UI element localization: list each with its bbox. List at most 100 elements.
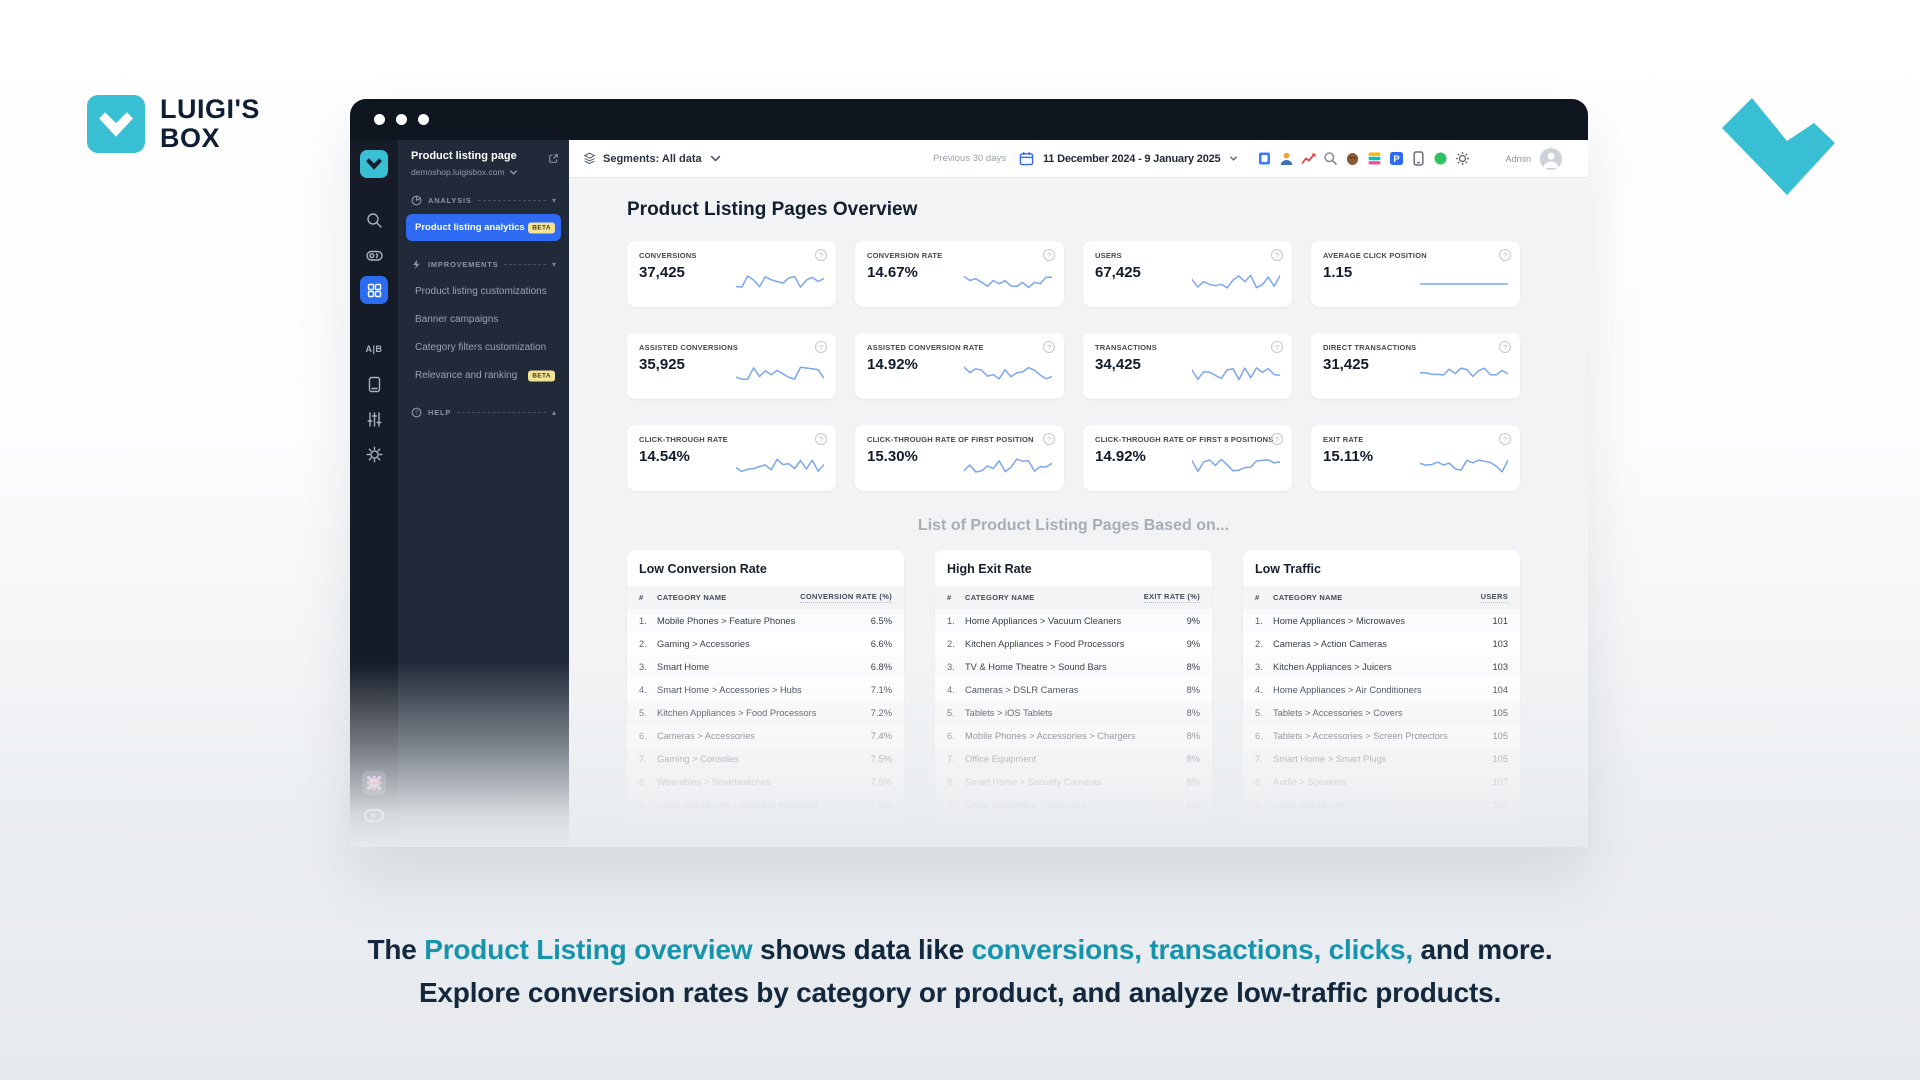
row-category: Kitchen Appliances > Juicers (1273, 661, 1392, 672)
clipboard-icon[interactable] (1257, 151, 1272, 166)
chart-up-icon[interactable] (1301, 151, 1316, 166)
sidebar-item-product-listing-customizations[interactable]: Product listing customizations (415, 286, 547, 297)
help-icon[interactable]: ? (1499, 341, 1511, 353)
table-row[interactable]: 2. Kitchen Appliances > Food Processors … (935, 632, 1212, 655)
ab-test-icon[interactable]: A|B (365, 344, 383, 354)
row-value: 103 (1492, 661, 1508, 672)
section-header-help[interactable]: ? HELP ▴ (406, 407, 561, 418)
sidebar-item-relevance-and-ranking[interactable]: Relevance and ranking BETA (406, 362, 561, 389)
project-domain-select[interactable]: demoshop.luigisbox.com (411, 167, 556, 177)
uk-flag-language-icon[interactable] (362, 771, 386, 795)
caption-text: shows data like (752, 934, 972, 965)
table-row[interactable]: 3. Smart Home 6.8% (627, 655, 904, 678)
table-row[interactable]: 4. Smart Home > Accessories > Hubs 7.1% (627, 678, 904, 701)
row-value: 8% (1186, 822, 1200, 833)
table-row[interactable]: 8. Audio > Speakers 107 (1243, 770, 1520, 793)
table-row[interactable]: 4. Cameras > DSLR Cameras 8% (935, 678, 1212, 701)
table-row[interactable]: 1. Mobile Phones > Feature Phones 6.5% (627, 609, 904, 632)
product-listing-grid-icon[interactable] (360, 276, 388, 304)
help-icon[interactable]: ? (1499, 433, 1511, 445)
help-icon[interactable]: ? (815, 249, 827, 261)
avatar[interactable] (1540, 147, 1562, 170)
table-row[interactable]: 10. Mobile Phones 8% (935, 816, 1212, 839)
green-status-icon[interactable] (1433, 151, 1448, 166)
settings-gear-icon[interactable] (360, 440, 388, 468)
table-row[interactable]: 8. Wearables > Smartwatches 7.5% (627, 770, 904, 793)
value-column-header[interactable]: USERS (1480, 592, 1508, 603)
section-header-analysis[interactable]: ANALYSIS ▾ (406, 195, 561, 206)
table-row[interactable]: 4. Home Appliances > Air Conditioners 10… (1243, 678, 1520, 701)
sidebar-item-banner-campaigns[interactable]: Banner campaigns (415, 314, 499, 325)
row-category: Home Appliances > Microwaves (1273, 615, 1406, 626)
help-icon[interactable]: ? (1043, 433, 1055, 445)
calendar-icon[interactable] (1019, 151, 1034, 166)
help-icon[interactable]: ? (1043, 341, 1055, 353)
table-row[interactable]: 10. Tablets 7.8% (627, 816, 904, 839)
table-row[interactable]: 5. Kitchen Appliances > Food Processors … (627, 701, 904, 724)
help-icon[interactable]: ? (1271, 341, 1283, 353)
mascot-icon[interactable] (1345, 151, 1360, 166)
window-minimize-button[interactable] (396, 114, 407, 125)
sidebar-item-product-listing-analytics[interactable]: Product listing analytics BETA (406, 214, 561, 241)
elastic-icon[interactable] (1367, 151, 1382, 166)
tablet-icon[interactable] (1411, 151, 1426, 166)
table-row[interactable]: 7. Smart Home > Smart Plugs 105 (1243, 747, 1520, 770)
table-row[interactable]: 6. Tablets > Accessories > Screen Protec… (1243, 724, 1520, 747)
chevron-down-icon (509, 169, 517, 175)
status-toggle-icon[interactable] (364, 809, 384, 827)
help-icon[interactable]: ? (1043, 249, 1055, 261)
sidebar-item-category-filters-customization[interactable]: Category filters customization (415, 342, 547, 353)
table-row[interactable]: 3. TV & Home Theatre > Sound Bars 8% (935, 655, 1212, 678)
row-category: Mobile Phones (965, 822, 1027, 833)
row-rank: 7. (1255, 753, 1263, 764)
external-link-icon[interactable] (548, 151, 559, 169)
table-title: Low Traffic (1255, 562, 1321, 576)
sliders-icon[interactable] (360, 405, 388, 433)
help-icon[interactable]: ? (1499, 249, 1511, 261)
row-rank: 7. (947, 753, 955, 764)
window-close-button[interactable] (374, 114, 385, 125)
value-column-header[interactable]: CONVERSION RATE (%) (800, 592, 892, 603)
search-icon[interactable] (360, 206, 388, 234)
project-title: Product listing page (411, 150, 517, 162)
p-badge-icon[interactable]: P (1389, 151, 1404, 166)
table-row[interactable]: 3. Kitchen Appliances > Juicers 103 (1243, 655, 1520, 678)
luigisbox-app-logo-icon[interactable] (360, 150, 388, 178)
table-row[interactable]: 9. Office Equipment > Scanners 8% (935, 793, 1212, 816)
date-range-picker[interactable]: 11 December 2024 - 9 January 2025 (1043, 152, 1221, 165)
help-icon[interactable]: ? (1271, 433, 1283, 445)
date-shortcut[interactable]: Previous 30 days (933, 153, 1006, 164)
table-row[interactable]: 6. Cameras > Accessories 7.4% (627, 724, 904, 747)
sparkline-chart (963, 362, 1053, 389)
value-column-header[interactable]: EXIT RATE (%) (1143, 592, 1200, 603)
help-icon[interactable]: ? (1271, 249, 1283, 261)
table-row[interactable]: 2. Cameras > Action Cameras 103 (1243, 632, 1520, 655)
window-maximize-button[interactable] (418, 114, 429, 125)
magnifier-icon[interactable] (1323, 151, 1338, 166)
table-row[interactable]: 8. Smart Home > Security Cameras 8% (935, 770, 1212, 793)
settings-icon[interactable] (1455, 151, 1470, 166)
help-icon[interactable]: ? (815, 341, 827, 353)
autocomplete-switch-icon[interactable] (360, 241, 388, 269)
table-row[interactable]: 2. Gaming > Accessories 6.6% (627, 632, 904, 655)
kpi-label: CONVERSION RATE (867, 251, 943, 260)
table-row[interactable]: 6. Mobile Phones > Accessories > Charger… (935, 724, 1212, 747)
table-row[interactable]: 7. Office Equipment 8% (935, 747, 1212, 770)
user-icon[interactable] (1279, 151, 1294, 166)
help-icon[interactable]: ? (815, 433, 827, 445)
table-row[interactable]: 9. Home Appliances 108 (1243, 793, 1520, 816)
table-row[interactable]: 10. Audio > Home Audio Systems 111 (1243, 816, 1520, 839)
sparkline-chart (1191, 454, 1281, 481)
svg-text:P: P (1394, 154, 1401, 165)
table-row[interactable]: 1. Home Appliances > Microwaves 101 (1243, 609, 1520, 632)
table-row[interactable]: 1. Home Appliances > Vacuum Cleaners 9% (935, 609, 1212, 632)
catalog-icon[interactable] (360, 370, 388, 398)
row-category: Cameras > DSLR Cameras (965, 684, 1079, 695)
table-row[interactable]: 5. Tablets > iOS Tablets 8% (935, 701, 1212, 724)
table-row[interactable]: 9. Home Appliances > Washing Machines 7.… (627, 793, 904, 816)
table-row[interactable]: 7. Gaming > Consoles 7.5% (627, 747, 904, 770)
table-row[interactable]: 5. Tablets > Accessories > Covers 105 (1243, 701, 1520, 724)
segments-selector[interactable]: Segments: All data (583, 152, 722, 165)
section-header-improvements[interactable]: IMPROVEMENTS ▾ (406, 259, 561, 270)
chevron-down-icon[interactable] (1229, 154, 1238, 163)
